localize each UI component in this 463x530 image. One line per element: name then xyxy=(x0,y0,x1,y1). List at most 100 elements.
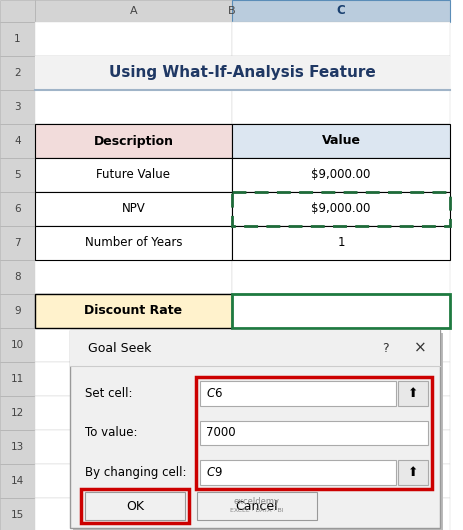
Text: 1: 1 xyxy=(337,236,344,250)
Text: ⬆: ⬆ xyxy=(407,466,417,479)
Bar xyxy=(232,90,449,124)
Bar xyxy=(0,498,35,530)
Bar xyxy=(0,464,35,498)
Text: B: B xyxy=(228,6,235,16)
Bar xyxy=(35,158,232,192)
Bar xyxy=(0,56,35,90)
Bar xyxy=(232,192,449,226)
Text: 10: 10 xyxy=(11,340,24,350)
Text: Cancel: Cancel xyxy=(235,499,278,513)
Bar xyxy=(35,90,232,124)
Bar xyxy=(232,192,449,226)
Bar xyxy=(232,328,449,362)
Text: 13: 13 xyxy=(11,442,24,452)
Bar xyxy=(232,430,449,464)
Bar xyxy=(35,226,232,260)
Bar xyxy=(35,124,232,158)
Bar xyxy=(85,492,185,520)
Bar xyxy=(35,294,232,328)
Bar xyxy=(35,430,232,464)
Bar xyxy=(35,192,232,226)
Text: EXCEL · DATA · BI: EXCEL · DATA · BI xyxy=(230,508,283,513)
Bar xyxy=(232,226,449,260)
Text: Future Value: Future Value xyxy=(96,169,170,181)
Text: $9,000.00: $9,000.00 xyxy=(311,202,370,216)
Bar xyxy=(232,124,449,158)
Text: 9: 9 xyxy=(14,306,21,316)
Bar xyxy=(200,460,395,484)
Bar xyxy=(73,333,442,530)
Bar xyxy=(35,328,232,362)
Text: 3: 3 xyxy=(14,102,21,112)
Bar xyxy=(197,492,316,520)
Bar xyxy=(35,0,232,22)
Bar xyxy=(232,396,449,430)
Text: 14: 14 xyxy=(11,476,24,486)
Bar xyxy=(0,294,35,328)
Text: By changing cell:: By changing cell: xyxy=(85,466,186,479)
Text: 6: 6 xyxy=(14,204,21,214)
Bar xyxy=(232,56,449,90)
Bar xyxy=(0,396,35,430)
Bar xyxy=(0,226,35,260)
Text: exceldemy: exceldemy xyxy=(233,497,279,506)
Text: Discount Rate: Discount Rate xyxy=(84,305,182,317)
Bar xyxy=(35,362,232,396)
Bar xyxy=(35,294,232,328)
Text: Description: Description xyxy=(94,135,173,147)
Text: $9,000.00: $9,000.00 xyxy=(311,169,370,181)
Text: 1: 1 xyxy=(14,34,21,44)
Bar xyxy=(232,22,449,56)
Bar xyxy=(0,192,35,226)
Bar xyxy=(232,294,449,328)
Text: 5: 5 xyxy=(14,170,21,180)
Bar xyxy=(232,158,449,192)
Text: 12: 12 xyxy=(11,408,24,418)
Bar xyxy=(70,330,439,366)
Bar xyxy=(232,124,449,158)
Bar xyxy=(200,382,395,406)
Text: NPV: NPV xyxy=(121,202,145,216)
Text: To value:: To value: xyxy=(85,427,137,439)
Bar xyxy=(35,396,232,430)
Bar xyxy=(0,90,35,124)
Bar xyxy=(232,158,449,192)
Bar xyxy=(0,362,35,396)
Bar xyxy=(35,56,449,90)
Bar xyxy=(0,124,35,158)
Bar xyxy=(81,489,188,523)
Text: C: C xyxy=(336,4,344,17)
Bar xyxy=(397,460,427,484)
Bar xyxy=(0,430,35,464)
Bar xyxy=(232,464,449,498)
Bar xyxy=(35,260,232,294)
Text: 15: 15 xyxy=(11,510,24,520)
Text: 2: 2 xyxy=(14,68,21,78)
Text: Using What-If-Analysis Feature: Using What-If-Analysis Feature xyxy=(109,66,375,81)
Text: Goal Seek: Goal Seek xyxy=(88,341,151,355)
Bar xyxy=(232,362,449,396)
Text: $C$9: $C$9 xyxy=(206,466,222,479)
Text: ?: ? xyxy=(381,341,388,355)
Bar xyxy=(232,192,449,226)
Text: A: A xyxy=(129,6,137,16)
Bar xyxy=(232,294,449,328)
Bar xyxy=(232,226,449,260)
Bar xyxy=(35,464,232,498)
Bar xyxy=(0,22,35,56)
Bar xyxy=(0,0,35,22)
Text: Number of Years: Number of Years xyxy=(85,236,182,250)
Bar xyxy=(35,192,232,226)
Text: Value: Value xyxy=(321,135,360,147)
Text: OK: OK xyxy=(126,499,144,513)
Bar xyxy=(35,56,232,90)
Bar xyxy=(35,22,232,56)
Bar xyxy=(232,498,449,530)
Bar xyxy=(195,377,431,489)
Bar xyxy=(35,158,232,192)
Bar xyxy=(0,328,35,362)
Text: ⬆: ⬆ xyxy=(407,387,417,400)
Bar xyxy=(0,260,35,294)
Bar xyxy=(35,124,232,158)
Bar xyxy=(0,158,35,192)
